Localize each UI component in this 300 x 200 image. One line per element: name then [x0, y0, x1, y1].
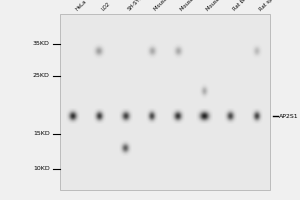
Text: Rat brain: Rat brain	[232, 0, 253, 12]
Text: Mouse spleen: Mouse spleen	[206, 0, 235, 12]
Text: Mouse kidney: Mouse kidney	[180, 0, 209, 12]
Text: Rat spleen: Rat spleen	[258, 0, 282, 12]
Text: 10KD: 10KD	[33, 166, 50, 171]
Text: HeLa: HeLa	[75, 0, 88, 12]
Text: 25KD: 25KD	[33, 73, 50, 78]
Text: 35KD: 35KD	[33, 41, 50, 46]
Text: SH-SY5Y: SH-SY5Y	[127, 0, 146, 12]
Text: LO2: LO2	[101, 1, 112, 12]
Text: Mouse brain: Mouse brain	[153, 0, 180, 12]
Text: 15KD: 15KD	[33, 131, 50, 136]
Text: AP2S1: AP2S1	[279, 114, 298, 119]
Bar	[60, 14, 270, 190]
